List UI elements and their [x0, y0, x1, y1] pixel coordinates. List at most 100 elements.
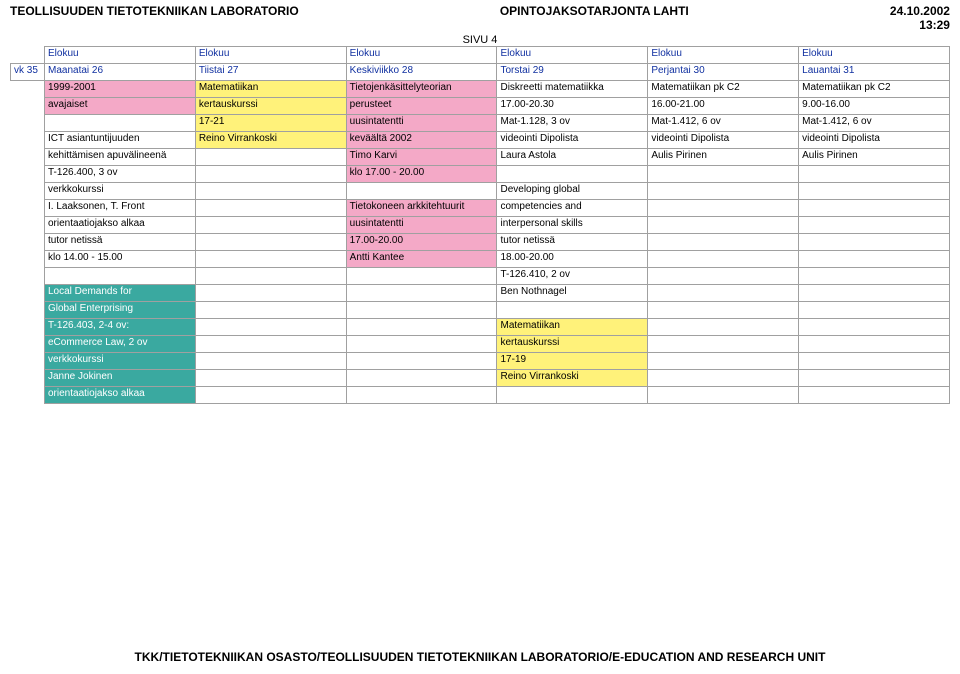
cell-thu: Mat-1.128, 3 ov — [497, 115, 648, 132]
cell-sat — [799, 217, 950, 234]
cell-thu: Developing global — [497, 183, 648, 200]
cell-wed — [346, 319, 497, 336]
cell-wed — [346, 302, 497, 319]
cell-mon: eCommerce Law, 2 ov — [45, 336, 196, 353]
day-mon: Maanatai 26 — [45, 64, 196, 81]
cell-sat: videointi Dipolista — [799, 132, 950, 149]
cell-fri: 16.00-21.00 — [648, 98, 799, 115]
cell-wed — [346, 336, 497, 353]
cell-thu: kertauskurssi — [497, 336, 648, 353]
cell-sat: Matematiikan pk C2 — [799, 81, 950, 98]
month-fri: Elokuu — [648, 47, 799, 64]
cell-wed — [346, 268, 497, 285]
cell-sat — [799, 200, 950, 217]
table-row: verkkokurssiDeveloping global — [11, 183, 950, 200]
cell-wed: Antti Kantee — [346, 251, 497, 268]
cell-mon: I. Laaksonen, T. Front — [45, 200, 196, 217]
day-sat: Lauantai 31 — [799, 64, 950, 81]
cell-fri — [648, 353, 799, 370]
cell-tue: Reino Virrankoski — [195, 132, 346, 149]
table-row: verkkokurssi17-19 — [11, 353, 950, 370]
day-wed: Keskiviikko 28 — [346, 64, 497, 81]
cell-tue: kertauskurssi — [195, 98, 346, 115]
cell-fri — [648, 234, 799, 251]
cell-fri — [648, 370, 799, 387]
cell-tue — [195, 285, 346, 302]
day-tue: Tiistai 27 — [195, 64, 346, 81]
cell-thu: Laura Astola — [497, 149, 648, 166]
cell-wed: uusintatentti — [346, 217, 497, 234]
cell-mon: avajaiset — [45, 98, 196, 115]
cell-thu: competencies and — [497, 200, 648, 217]
table-row: Janne Jokinen Reino Virrankoski — [11, 370, 950, 387]
cell-fri — [648, 387, 799, 404]
cell-fri — [648, 302, 799, 319]
cell-sat: 9.00-16.00 — [799, 98, 950, 115]
cell-tue — [195, 149, 346, 166]
cell-mon: verkkokurssi — [45, 353, 196, 370]
cell-sat: Aulis Pirinen — [799, 149, 950, 166]
month-sat: Elokuu — [799, 47, 950, 64]
cell-mon: 1999-2001 — [45, 81, 196, 98]
cell-wed: klo 17.00 - 20.00 — [346, 166, 497, 183]
header-right: 24.10.2002 13:29 — [890, 4, 950, 32]
header-date: 24.10.2002 — [890, 4, 950, 18]
cell-mon: orientaatiojakso alkaa — [45, 387, 196, 404]
cell-tue: 17-21 — [195, 115, 346, 132]
table-row: 17-21uusintatenttiMat-1.128, 3 ovMat-1.4… — [11, 115, 950, 132]
cell-mon: Global Enterprising — [45, 302, 196, 319]
header-time: 13:29 — [890, 18, 950, 32]
cell-sat — [799, 370, 950, 387]
cell-wed: Tietojenkäsittelyteorian — [346, 81, 497, 98]
cell-sat — [799, 336, 950, 353]
cell-thu: videointi Dipolista — [497, 132, 648, 149]
cell-mon — [45, 268, 196, 285]
month-row: Elokuu Elokuu Elokuu Elokuu Elokuu Eloku… — [11, 47, 950, 64]
page-number: SIVU 4 — [0, 34, 960, 46]
cell-mon: klo 14.00 - 15.00 — [45, 251, 196, 268]
cell-fri — [648, 200, 799, 217]
page-footer: TKK/TIETOTEKNIIKAN OSASTO/TEOLLISUUDEN T… — [0, 650, 960, 664]
month-tue: Elokuu — [195, 47, 346, 64]
cell-thu: 17.00-20.30 — [497, 98, 648, 115]
cell-tue — [195, 336, 346, 353]
cell-wed — [346, 387, 497, 404]
table-row: orientaatiojakso alkaa — [11, 387, 950, 404]
cell-wed: 17.00-20.00 — [346, 234, 497, 251]
cell-thu: Reino Virrankoski — [497, 370, 648, 387]
cell-tue — [195, 217, 346, 234]
cell-wed: uusintatentti — [346, 115, 497, 132]
cell-sat — [799, 319, 950, 336]
cell-mon: Local Demands for — [45, 285, 196, 302]
cell-thu: Ben Nothnagel — [497, 285, 648, 302]
month-wed: Elokuu — [346, 47, 497, 64]
table-row: orientaatiojakso alkaauusintatenttiinter… — [11, 217, 950, 234]
page-header: TEOLLISUUDEN TIETOTEKNIIKAN LABORATORIO … — [0, 0, 960, 32]
cell-thu: tutor netissä — [497, 234, 648, 251]
table-row: T-126.403, 2-4 ov:Matematiikan — [11, 319, 950, 336]
cell-mon — [45, 115, 196, 132]
week-label: vk 35 — [11, 64, 45, 81]
cell-fri: Aulis Pirinen — [648, 149, 799, 166]
cell-tue — [195, 268, 346, 285]
cell-mon: kehittämisen apuvälineenä — [45, 149, 196, 166]
table-row: Local Demands for Ben Nothnagel — [11, 285, 950, 302]
cell-wed — [346, 370, 497, 387]
table-row: T-126.400, 3 ovklo 17.00 - 20.00 — [11, 166, 950, 183]
cell-sat — [799, 302, 950, 319]
cell-sat — [799, 234, 950, 251]
cell-wed: perusteet — [346, 98, 497, 115]
cell-tue: Matematiikan — [195, 81, 346, 98]
cell-sat — [799, 251, 950, 268]
cell-fri — [648, 251, 799, 268]
cell-fri — [648, 166, 799, 183]
cell-thu — [497, 387, 648, 404]
table-row: T-126.410, 2 ov — [11, 268, 950, 285]
cell-mon: Janne Jokinen — [45, 370, 196, 387]
day-fri: Perjantai 30 — [648, 64, 799, 81]
cell-thu: Diskreetti matematiikka — [497, 81, 648, 98]
cell-fri — [648, 285, 799, 302]
calendar-table: Elokuu Elokuu Elokuu Elokuu Elokuu Eloku… — [10, 46, 950, 404]
header-left: TEOLLISUUDEN TIETOTEKNIIKAN LABORATORIO — [10, 4, 299, 32]
calendar-body: 1999-2001MatematiikanTietojenkäsittelyte… — [11, 81, 950, 404]
